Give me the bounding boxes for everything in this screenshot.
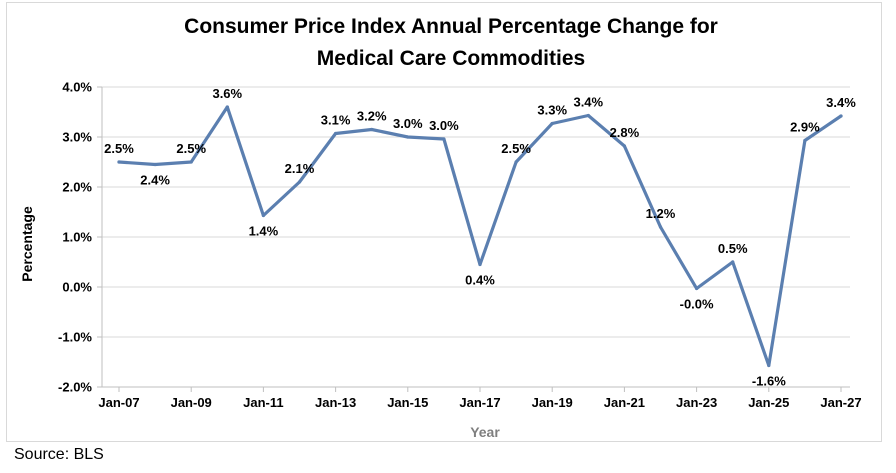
data-point (658, 225, 663, 229)
data-label: 2.9% (790, 120, 820, 135)
y-tick-label: 2.0% (62, 180, 92, 195)
data-point (478, 262, 482, 267)
x-tick-label: Jan-15 (387, 395, 428, 410)
data-label: 0.4% (465, 273, 495, 288)
data-point (153, 162, 157, 167)
data-labels: 2.5% 2.4% 2.5% 3.6% 1.4% 2.1% 3.1% 3.2% 3.0% 3.0%… (104, 86, 856, 389)
data-point (406, 135, 410, 139)
data-point (189, 160, 193, 164)
data-label: 2.5% (176, 141, 206, 156)
data-label: 3.0% (393, 116, 423, 131)
data-point (261, 213, 265, 218)
data-point (370, 127, 374, 132)
data-label: 3.3% (537, 103, 567, 118)
x-tick-label: Jan-11 (243, 395, 283, 410)
data-label: 3.4% (826, 95, 856, 110)
chart-frame: Consumer Price Index Annual Percentage C… (6, 2, 882, 442)
data-label: 3.1% (321, 113, 351, 128)
data-label: 0.5% (718, 241, 748, 256)
chart-title-line-1: Consumer Price Index Annual Percentage C… (184, 15, 718, 38)
data-label: 2.8% (610, 125, 640, 140)
x-tick-label: Jan-19 (532, 395, 573, 410)
y-axis-title: Percentage (19, 206, 35, 282)
series-line (117, 105, 843, 368)
y-tick-label: -2.0% (58, 380, 92, 395)
x-tick-label: Jan-27 (820, 395, 861, 410)
data-point (586, 113, 590, 118)
data-label: 3.2% (357, 109, 387, 124)
x-tick-label: Jan-23 (676, 395, 717, 410)
data-label: 2.4% (140, 173, 170, 188)
data-label: 3.6% (212, 86, 242, 101)
data-point (622, 144, 627, 148)
line-chart: Consumer Price Index Annual Percentage C… (19, 15, 862, 440)
source-note: Source: BLS (14, 446, 104, 463)
x-tick-label: Jan-07 (98, 395, 139, 410)
x-tick-label: Jan-21 (604, 395, 645, 410)
data-point (695, 286, 699, 291)
data-label: 3.4% (573, 95, 603, 110)
data-label: 1.4% (249, 224, 279, 239)
data-point (297, 180, 302, 184)
data-point (334, 131, 338, 136)
series (117, 105, 843, 368)
axes: -2.0% -1.0% 0.0% 1.0% 2.0% 3.0% 4.0% Jan-07 Jan-… (58, 80, 862, 411)
data-point (225, 105, 229, 109)
data-point (839, 114, 843, 118)
data-label: 2.5% (104, 141, 134, 156)
data-point (731, 260, 735, 264)
data-label: 2.1% (285, 161, 315, 176)
x-tick-label: Jan-17 (459, 395, 500, 410)
data-point (803, 138, 807, 143)
y-tick-label: -1.0% (58, 330, 92, 345)
data-point (514, 160, 518, 164)
y-tick-label: 1.0% (62, 230, 92, 245)
x-tick-label: Jan-09 (171, 395, 212, 410)
data-point (442, 137, 446, 141)
data-label: 3.0% (429, 118, 459, 133)
x-tick-label: Jan-25 (748, 395, 789, 410)
data-point (117, 160, 121, 164)
x-axis-title: Year (470, 424, 500, 440)
y-tick-label: 3.0% (62, 130, 92, 145)
chart-title-line-2: Medical Care Commodities (317, 47, 585, 70)
y-tick-label: 0.0% (62, 280, 92, 295)
data-point (767, 363, 771, 368)
data-label: 1.2% (646, 206, 676, 221)
x-tick-label: Jan-13 (315, 395, 356, 410)
data-label: 2.5% (501, 141, 531, 156)
data-label: -0.0% (680, 297, 714, 312)
data-label: -1.6% (752, 374, 786, 389)
y-tick-label: 4.0% (62, 80, 92, 95)
data-point (550, 121, 554, 126)
